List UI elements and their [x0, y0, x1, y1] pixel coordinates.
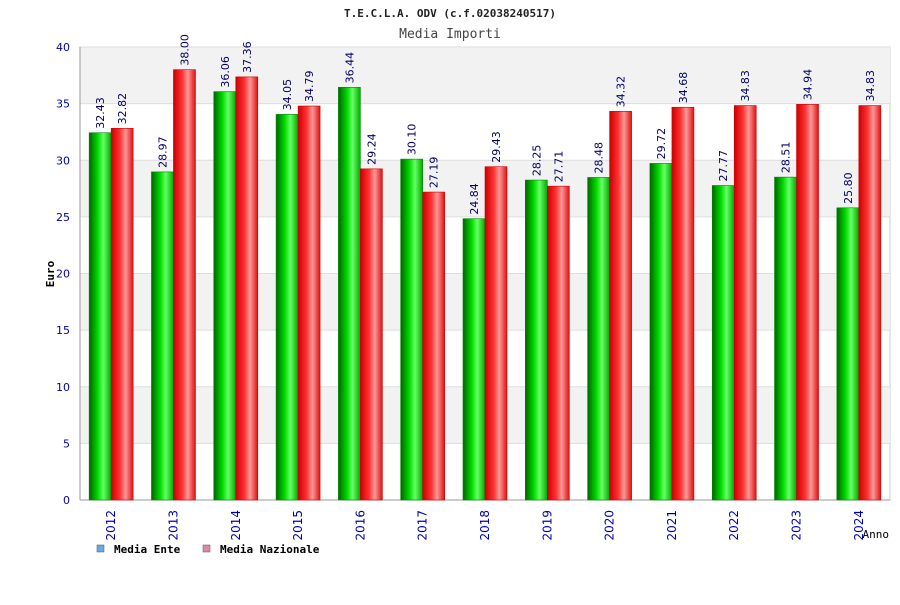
x-tick-label: 2019: [540, 510, 554, 541]
data-label: 28.51: [780, 142, 793, 174]
y-tick-label: 35: [56, 98, 70, 111]
data-label: 36.06: [219, 56, 232, 88]
data-label: 28.48: [593, 142, 606, 174]
x-tick-label: 2013: [166, 510, 180, 541]
bar: [836, 207, 860, 501]
x-tick-label: 2016: [353, 510, 367, 541]
data-label: 28.25: [530, 145, 543, 177]
chart-title: T.E.C.L.A. ODV (c.f.02038240517): [344, 7, 556, 20]
bar: [275, 114, 299, 501]
data-label: 32.43: [94, 97, 107, 128]
bar: [774, 176, 797, 501]
data-label: 29.24: [365, 133, 378, 165]
x-tick-label: 2017: [416, 510, 430, 541]
bar: [711, 185, 735, 501]
legend-swatch: [96, 544, 105, 553]
data-label: 38.00: [178, 34, 191, 66]
y-tick-label: 0: [63, 494, 70, 507]
x-tick-label: 2015: [291, 510, 305, 541]
data-label: 34.94: [802, 69, 815, 101]
data-label: 25.80: [842, 172, 855, 204]
y-tick-label: 30: [56, 154, 70, 167]
x-tick-label: 2022: [727, 510, 741, 541]
y-axis-ticks: 0 5 10 15 20 25 30 35 40: [56, 41, 70, 507]
bar: [88, 132, 112, 501]
x-axis-ticks: 2012 2013 2014 2015 2016 2017 2018 2019 2020 2021…: [104, 510, 866, 541]
bar: [297, 105, 321, 501]
data-label: 29.43: [490, 131, 503, 163]
data-label: 34.83: [739, 70, 752, 102]
y-tick-label: 10: [56, 381, 70, 394]
data-label: 30.10: [406, 124, 419, 156]
bar: [858, 105, 882, 501]
data-label: 28.97: [156, 136, 169, 168]
legend-label: Media Nazionale: [220, 543, 320, 556]
x-tick-label: 2024: [852, 510, 866, 541]
bar: [796, 104, 819, 501]
legend: Media Ente Media Nazionale: [96, 543, 320, 556]
x-tick-label: 2023: [790, 510, 804, 541]
x-axis-label: Anno: [863, 528, 890, 541]
legend-swatch: [202, 544, 211, 553]
data-label: 27.77: [717, 150, 730, 182]
bar: [462, 218, 486, 501]
bar: [360, 168, 383, 501]
bar: [173, 69, 196, 501]
bars: [88, 69, 882, 501]
y-tick-label: 5: [63, 437, 70, 450]
bar: [547, 185, 570, 501]
bar: [525, 179, 548, 501]
data-label: 24.84: [468, 183, 481, 215]
data-label: 34.05: [281, 79, 294, 111]
y-tick-label: 25: [56, 211, 70, 224]
bar: [671, 106, 695, 501]
y-tick-label: 40: [56, 41, 70, 54]
x-tick-label: 2021: [665, 510, 679, 541]
legend-label: Media Ente: [114, 543, 181, 556]
data-label: 27.71: [552, 151, 565, 183]
x-tick-label: 2012: [104, 510, 118, 541]
plot-band: [80, 47, 890, 104]
bar: [422, 191, 445, 501]
data-label: 36.44: [343, 52, 356, 84]
y-tick-label: 15: [56, 324, 70, 337]
chart-subtitle: Media Importi: [399, 27, 501, 42]
data-label: 34.68: [677, 72, 690, 104]
bar: [110, 128, 134, 501]
data-label: 37.36: [241, 41, 254, 73]
data-label: 27.19: [428, 157, 441, 189]
bar: [733, 105, 757, 501]
y-tick-label: 20: [56, 268, 70, 281]
x-tick-label: 2020: [603, 510, 617, 541]
data-label: 34.83: [864, 70, 877, 102]
data-label: 34.32: [615, 76, 628, 108]
bar: [151, 171, 174, 501]
x-tick-label: 2018: [478, 510, 492, 541]
bar: [338, 87, 361, 501]
data-label: 34.79: [303, 71, 316, 103]
bar: [609, 111, 632, 501]
y-axis-label: Euro: [44, 260, 57, 287]
bar: [649, 163, 673, 501]
bar: [213, 91, 237, 501]
data-labels: 32.43 32.82 28.97 38.00 36.06 37.36 34.05 34.79…: [94, 34, 877, 215]
x-tick-label: 2014: [229, 510, 243, 541]
data-label: 29.72: [655, 128, 668, 160]
bar: [400, 158, 423, 501]
bar: [235, 76, 259, 501]
data-label: 32.82: [116, 93, 129, 124]
bar: [484, 166, 508, 501]
bar: [587, 177, 610, 501]
